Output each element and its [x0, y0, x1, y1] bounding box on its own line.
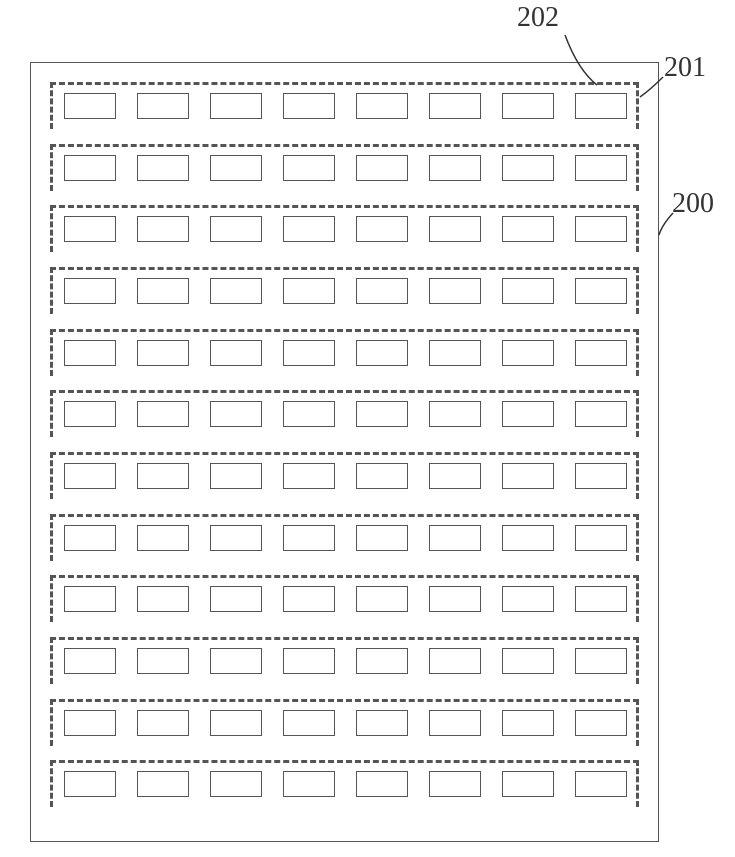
callout-label-200: 200 [672, 188, 714, 220]
diagram-canvas: 202 201 200 [0, 0, 735, 857]
callout-curve-201 [640, 77, 663, 97]
callout-curve-202 [565, 35, 597, 85]
callout-label-202: 202 [517, 2, 559, 34]
callout-curve-200 [659, 213, 673, 235]
callout-lines [0, 0, 735, 857]
callout-label-201: 201 [664, 52, 706, 84]
